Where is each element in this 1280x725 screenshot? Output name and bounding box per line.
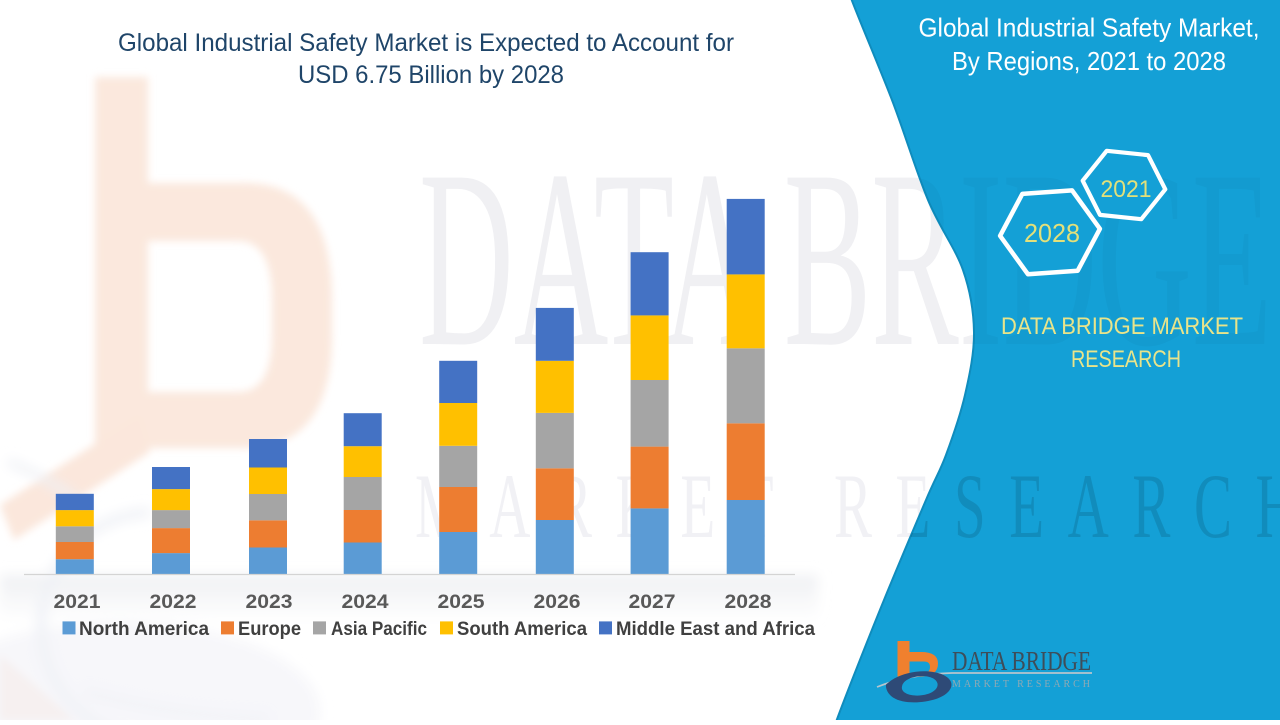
svg-text:2023: 2023: [246, 592, 293, 613]
svg-text:South America: South America: [457, 619, 587, 640]
svg-text:Global Industrial Safety Marke: Global Industrial Safety Market is Expec…: [118, 29, 734, 57]
svg-text:2021: 2021: [1101, 176, 1152, 203]
svg-text:DATA BRIDGE: DATA BRIDGE: [952, 646, 1091, 676]
svg-text:Middle East and Africa: Middle East and Africa: [616, 619, 815, 640]
svg-text:2028: 2028: [725, 592, 772, 613]
svg-text:DATA BRIDGE MARKET: DATA BRIDGE MARKET: [1001, 313, 1243, 340]
svg-text:North America: North America: [79, 619, 209, 640]
svg-text:2022: 2022: [150, 592, 197, 613]
svg-text:2021: 2021: [54, 592, 101, 613]
svg-text:2027: 2027: [629, 592, 676, 613]
svg-text:RESEARCH: RESEARCH: [1071, 346, 1181, 373]
svg-text:Asia Pacific: Asia Pacific: [331, 619, 427, 640]
svg-text:2025: 2025: [438, 592, 485, 613]
svg-text:USD 6.75 Billion by 2028: USD 6.75 Billion by 2028: [298, 61, 564, 89]
svg-text:Global Industrial Safety Marke: Global Industrial Safety Market,: [919, 13, 1260, 43]
svg-text:MARKET RESEARCH: MARKET RESEARCH: [952, 679, 1090, 690]
svg-text:Europe: Europe: [238, 619, 301, 640]
svg-text:2024: 2024: [342, 592, 389, 613]
svg-text:2028: 2028: [1024, 218, 1080, 248]
svg-text:By Regions, 2021 to 2028: By Regions, 2021 to 2028: [952, 46, 1226, 76]
svg-text:2026: 2026: [534, 592, 581, 613]
